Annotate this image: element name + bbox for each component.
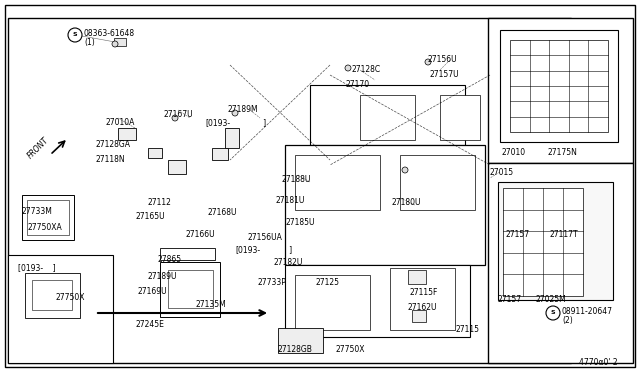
Text: 27166U: 27166U (185, 230, 214, 239)
Text: 27157: 27157 (505, 230, 529, 239)
Bar (168, 160, 186, 174)
Circle shape (425, 59, 431, 65)
Text: 27170: 27170 (345, 80, 369, 89)
Text: 27135M: 27135M (196, 300, 227, 309)
Circle shape (68, 28, 82, 42)
Text: 27156U: 27156U (428, 55, 458, 64)
Text: 27015: 27015 (490, 168, 514, 177)
Bar (225, 128, 239, 148)
Bar (8, 18, 571, 363)
Text: 27125: 27125 (316, 278, 340, 287)
Bar (390, 268, 455, 330)
Circle shape (402, 167, 408, 173)
Text: 27175N: 27175N (548, 148, 578, 157)
Text: 27112: 27112 (148, 198, 172, 207)
Text: 4770α0' 2: 4770α0' 2 (579, 358, 618, 367)
Text: 27189M: 27189M (228, 105, 259, 114)
Circle shape (345, 65, 351, 71)
Text: 27181U: 27181U (276, 196, 305, 205)
Bar (408, 270, 426, 284)
Circle shape (232, 110, 238, 116)
Text: 27128GA: 27128GA (96, 140, 131, 149)
Text: 27750X: 27750X (335, 345, 365, 354)
Text: 27156UA: 27156UA (248, 233, 283, 242)
Text: 27169U: 27169U (138, 287, 168, 296)
Bar (160, 248, 215, 260)
Bar (212, 148, 228, 160)
Text: FRONT: FRONT (26, 136, 51, 160)
Bar (510, 40, 608, 132)
Bar (295, 155, 380, 210)
Text: S: S (73, 32, 77, 38)
Text: 27157: 27157 (497, 295, 521, 304)
Text: 27117T: 27117T (550, 230, 579, 239)
Text: 27115: 27115 (455, 325, 479, 334)
Bar (22, 195, 74, 240)
Text: 27010: 27010 (502, 148, 526, 157)
Text: 27185U: 27185U (285, 218, 314, 227)
Bar (310, 85, 465, 145)
Text: ]: ] (256, 118, 266, 127)
Text: 27165U: 27165U (135, 212, 164, 221)
Text: (1): (1) (84, 38, 95, 48)
Text: 27118N: 27118N (96, 155, 125, 164)
Bar (360, 95, 415, 140)
Bar (488, 18, 633, 163)
Text: 27182U: 27182U (274, 258, 303, 267)
Bar (168, 270, 213, 308)
Text: 27168U: 27168U (208, 208, 237, 217)
Bar (27, 200, 69, 235)
Text: 27157U: 27157U (430, 70, 460, 79)
Text: 27167U: 27167U (163, 110, 193, 119)
Text: (2): (2) (562, 317, 573, 326)
Bar (8, 255, 113, 363)
Circle shape (172, 115, 178, 121)
Text: [0193-: [0193- (205, 118, 230, 127)
Bar (118, 128, 136, 140)
Bar (160, 262, 220, 317)
Text: 27865: 27865 (158, 255, 182, 264)
Bar (25, 273, 80, 318)
Text: 27750X: 27750X (55, 293, 84, 302)
Text: 27128GB: 27128GB (278, 345, 313, 354)
Bar (278, 328, 323, 353)
Bar (400, 155, 475, 210)
Bar (285, 145, 485, 265)
Text: 27115F: 27115F (410, 288, 438, 297)
Text: 27188U: 27188U (282, 175, 312, 184)
Circle shape (546, 306, 560, 320)
Text: 27128C: 27128C (352, 65, 381, 74)
Text: S: S (550, 311, 556, 315)
Text: 27733P: 27733P (258, 278, 287, 287)
Text: 27010A: 27010A (105, 118, 134, 127)
Bar (148, 148, 162, 158)
Text: 08911-20647: 08911-20647 (562, 307, 613, 315)
Bar (498, 182, 613, 300)
Bar (440, 95, 480, 140)
Text: 27180U: 27180U (392, 198, 422, 207)
Text: 27750XA: 27750XA (28, 223, 63, 232)
Bar (114, 38, 126, 46)
Bar (500, 30, 618, 142)
Text: 27162U: 27162U (408, 303, 438, 312)
Text: [0193-: [0193- (235, 245, 260, 254)
Bar (32, 280, 72, 310)
Bar (412, 310, 426, 322)
Text: ]: ] (282, 245, 292, 254)
Text: 27189U: 27189U (148, 272, 177, 281)
Text: 08363-61648: 08363-61648 (84, 29, 135, 38)
Text: 27025M: 27025M (535, 295, 566, 304)
Text: 27245E: 27245E (135, 320, 164, 329)
Bar (503, 188, 583, 296)
Text: 27733M: 27733M (22, 207, 53, 216)
Text: [0193-    ]: [0193- ] (18, 263, 56, 272)
Bar (295, 275, 370, 330)
Bar (285, 265, 470, 337)
Bar (488, 163, 633, 363)
Circle shape (112, 41, 118, 47)
